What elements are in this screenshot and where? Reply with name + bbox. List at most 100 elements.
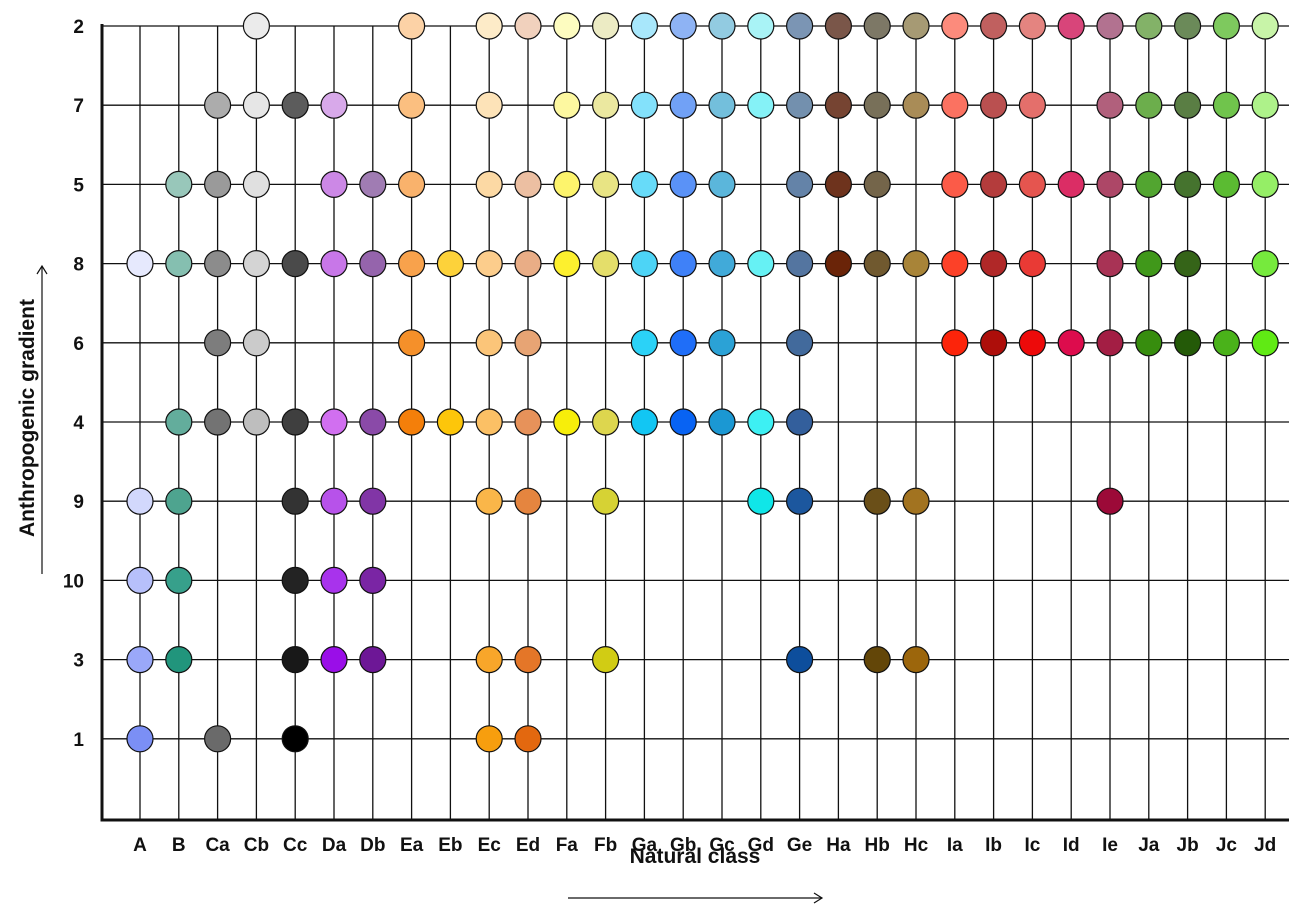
- data-point-ed-3: [514, 645, 542, 674]
- data-point-cb-8: [242, 250, 270, 278]
- data-point-ge-5: [785, 170, 814, 198]
- data-point-b-10: [165, 566, 193, 595]
- data-points: [126, 12, 1279, 753]
- data-point-hc-8: [902, 250, 930, 278]
- data-point-ge-4: [785, 408, 814, 436]
- data-point-ib-6: [979, 329, 1008, 357]
- data-point-ec-2: [475, 12, 503, 40]
- data-point-gd-4: [747, 408, 775, 436]
- data-point-id-6: [1057, 329, 1085, 357]
- data-point-gd-2: [747, 12, 775, 40]
- data-point-cb-2: [242, 12, 270, 40]
- data-point-b-3: [165, 645, 193, 674]
- data-point-b-8: [165, 250, 193, 278]
- data-point-jb-8: [1173, 250, 1202, 278]
- data-point-db-5: [359, 170, 387, 198]
- x-tick-label: Ie: [1102, 835, 1118, 856]
- data-point-jc-5: [1212, 170, 1241, 198]
- data-point-cc-10: [281, 566, 309, 595]
- y-tick-label: 2: [73, 17, 84, 38]
- data-point-ia-2: [941, 12, 969, 40]
- data-point-gb-2: [669, 12, 697, 40]
- data-point-jb-6: [1173, 329, 1202, 357]
- data-point-ec-6: [475, 329, 503, 357]
- x-tick-label: Ed: [516, 835, 540, 856]
- data-point-da-8: [320, 250, 348, 278]
- data-point-ed-2: [514, 12, 542, 40]
- x-tick-label: Ca: [205, 835, 230, 856]
- data-point-ic-5: [1018, 170, 1047, 198]
- x-tick-label: Ha: [826, 835, 851, 856]
- data-point-db-3: [359, 645, 387, 674]
- axes: [100, 24, 1289, 822]
- data-point-cc-3: [281, 645, 309, 674]
- data-point-jd-5: [1251, 170, 1279, 198]
- data-point-hc-2: [902, 12, 930, 40]
- x-tick-label: Gb: [670, 835, 696, 856]
- data-point-ga-5: [630, 170, 659, 198]
- data-point-cb-7: [242, 91, 270, 119]
- data-point-ib-7: [979, 91, 1008, 119]
- x-tick-label: Ic: [1024, 835, 1040, 856]
- x-tick-label: A: [133, 835, 147, 856]
- y-tick-label: 7: [73, 96, 84, 117]
- data-point-da-5: [320, 170, 348, 198]
- data-point-ea-6: [398, 329, 426, 357]
- data-point-a-10: [126, 566, 154, 595]
- y-tick-label: 1: [73, 730, 84, 751]
- x-tick-label: B: [172, 835, 186, 856]
- x-tick-label: Db: [360, 835, 385, 856]
- data-point-gb-5: [669, 170, 697, 198]
- data-point-ge-3: [785, 645, 814, 674]
- data-point-ea-8: [398, 250, 426, 278]
- data-point-ge-8: [785, 250, 814, 278]
- x-tick-label: Gd: [748, 835, 774, 856]
- data-point-jb-7: [1173, 91, 1202, 119]
- data-point-hc-7: [902, 91, 930, 119]
- x-tick-label: Cc: [283, 835, 308, 856]
- data-point-cb-6: [242, 329, 270, 357]
- data-point-ea-5: [398, 170, 426, 198]
- data-point-ic-6: [1018, 329, 1047, 357]
- x-tick-label: Eb: [438, 835, 462, 856]
- data-point-db-8: [359, 250, 387, 278]
- data-point-ed-6: [514, 329, 542, 357]
- data-point-cc-8: [281, 250, 309, 278]
- data-point-ga-2: [630, 12, 659, 40]
- x-tick-label: Fb: [594, 835, 617, 856]
- data-point-fa-8: [553, 250, 581, 278]
- data-point-ca-4: [204, 408, 232, 436]
- data-point-eb-8: [436, 250, 464, 278]
- data-point-ib-5: [979, 170, 1008, 198]
- x-tick-label: Ga: [632, 835, 658, 856]
- x-axis-arrow: [568, 892, 824, 904]
- y-tick-labels: 2 7 5 8 6 4 9 10 3 1: [63, 17, 85, 751]
- x-tick-label: Jb: [1177, 835, 1199, 856]
- x-tick-label: Ib: [985, 835, 1002, 856]
- data-point-ic-8: [1018, 250, 1047, 278]
- x-tick-label: Da: [322, 835, 347, 856]
- data-point-gc-5: [708, 170, 736, 198]
- data-point-fa-5: [553, 170, 581, 198]
- data-point-ia-6: [941, 329, 969, 357]
- data-point-ec-3: [475, 645, 503, 674]
- data-point-ec-1: [475, 725, 503, 753]
- data-point-ea-2: [398, 12, 426, 40]
- y-tick-label: 3: [73, 651, 84, 672]
- data-point-ja-2: [1135, 12, 1163, 40]
- data-point-fb-8: [591, 250, 620, 278]
- data-point-ga-4: [630, 408, 659, 436]
- data-point-gb-8: [669, 250, 697, 278]
- data-point-ca-7: [204, 91, 232, 119]
- data-point-jc-7: [1212, 91, 1241, 119]
- data-point-fb-7: [591, 91, 620, 119]
- data-point-hb-9: [863, 487, 891, 515]
- data-point-gc-8: [708, 250, 736, 278]
- x-tick-label: Hb: [865, 835, 890, 856]
- data-point-ie-9: [1096, 487, 1124, 515]
- data-point-gb-6: [669, 329, 697, 357]
- x-tick-labels: A B Ca Cb Cc Da Db Ea Eb Ec Ed Fa Fb Ga Gb Gc Gd Ge Ha Hb Hc…: [133, 835, 1276, 856]
- y-tick-label: 6: [73, 334, 84, 355]
- data-point-gd-9: [747, 487, 775, 515]
